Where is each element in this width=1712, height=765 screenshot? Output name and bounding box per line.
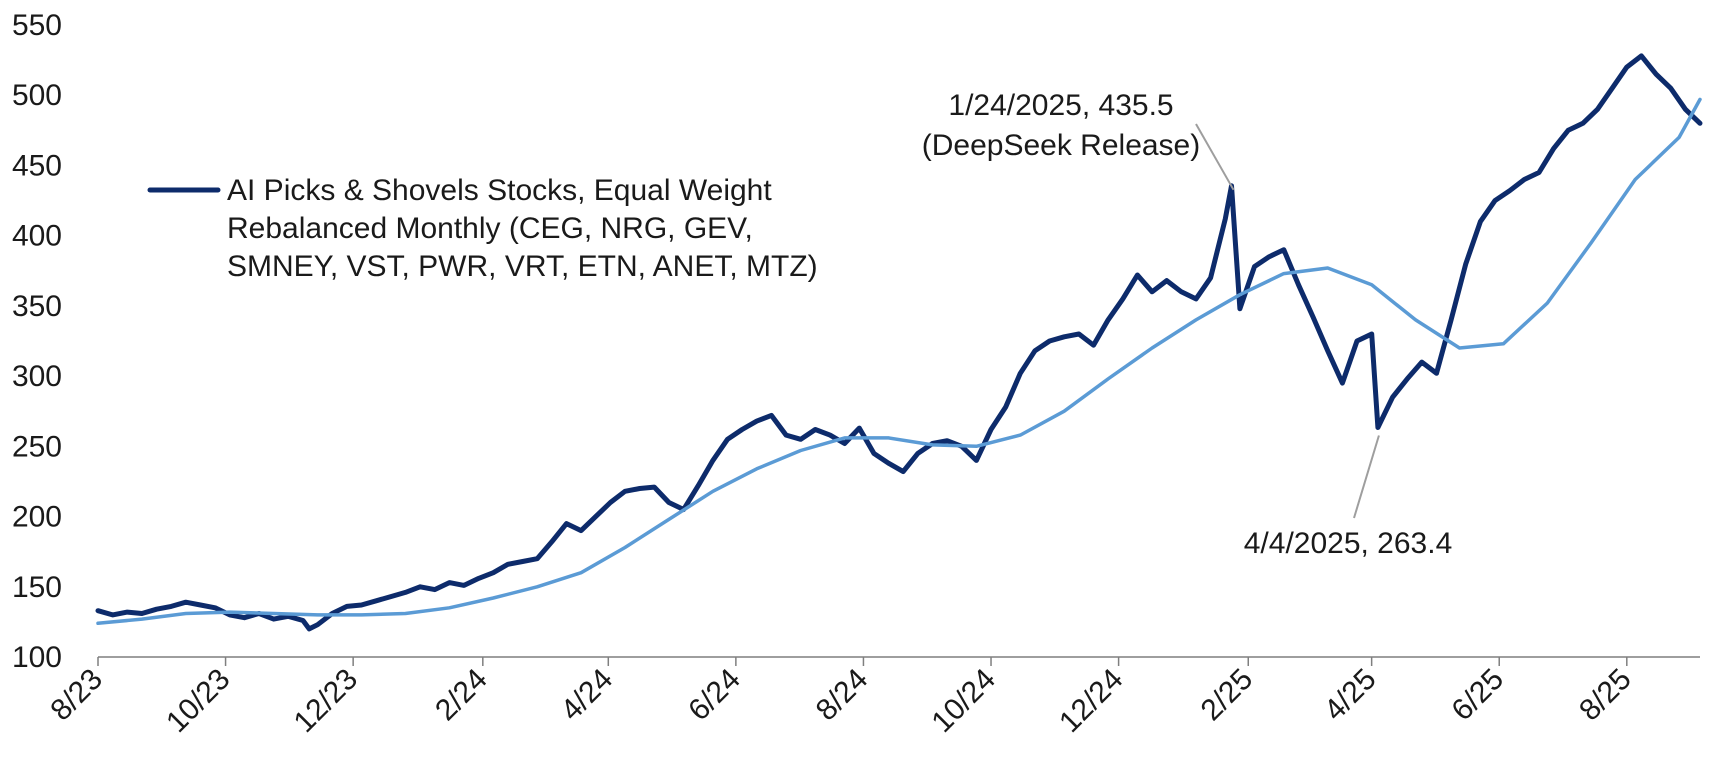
x-tick-label: 2/24 <box>429 663 494 728</box>
y-tick-label: 350 <box>12 290 62 323</box>
y-tick-label: 450 <box>12 149 62 182</box>
x-tick-label: 8/25 <box>1573 663 1638 728</box>
x-axis: 8/23 10/23 12/23 2/24 4/24 6/24 8/24 10/24 12/24… <box>44 656 1700 739</box>
annotation-leader-low <box>1353 435 1380 519</box>
series-line-moving-average <box>96 97 1702 626</box>
legend-label-line: SMNEY, VST, PWR, VRT, ETN, ANET, MTZ) <box>227 250 818 283</box>
legend-label-line: Rebalanced Monthly (CEG, NRG, GEV, <box>227 212 753 245</box>
legend-label-line: AI Picks & Shovels Stocks, Equal Weight <box>227 174 772 207</box>
legend-label: AI Picks & Shovels Stocks, Equal Weight R… <box>227 174 818 283</box>
annotation-label-low: 4/4/2025, 263.4 <box>1244 527 1453 560</box>
y-tick-label: 150 <box>12 571 62 604</box>
x-tick-label: 4/25 <box>1318 663 1383 728</box>
y-tick-label: 400 <box>12 220 62 253</box>
x-tick-label: 6/25 <box>1446 663 1511 728</box>
annotation-label-deepseek: (DeepSeek Release) <box>922 129 1200 162</box>
y-axis-labels: 100 150 200 250 300 350 400 450 500 550 <box>12 9 62 674</box>
x-tick-label: 12/23 <box>288 663 364 739</box>
annotation-label-deepseek: 1/24/2025, 435.5 <box>948 89 1173 122</box>
legend: AI Picks & Shovels Stocks, Equal Weight R… <box>147 174 818 283</box>
x-tick-label: 2/25 <box>1195 663 1260 728</box>
y-tick-label: 550 <box>12 9 62 42</box>
x-tick-label: 12/24 <box>1053 663 1129 739</box>
x-tick-label: 8/24 <box>810 663 875 728</box>
x-tick-label: 4/24 <box>555 663 620 728</box>
annotations: 1/24/2025, 435.5 (DeepSeek Release) 4/4/20… <box>922 89 1453 560</box>
x-tick-label: 10/23 <box>160 663 236 739</box>
y-tick-label: 300 <box>12 360 62 393</box>
y-tick-label: 200 <box>12 501 62 534</box>
y-tick-label: 100 <box>12 641 62 674</box>
annotation-leader-deepseek <box>1195 123 1235 191</box>
series-layer <box>95 53 1703 632</box>
series-line-ai-picks-shovels <box>95 53 1703 632</box>
y-tick-label: 500 <box>12 79 62 112</box>
y-tick-label: 250 <box>12 430 62 463</box>
x-tick-label: 6/24 <box>682 663 747 728</box>
x-tick-label: 10/24 <box>926 663 1002 739</box>
